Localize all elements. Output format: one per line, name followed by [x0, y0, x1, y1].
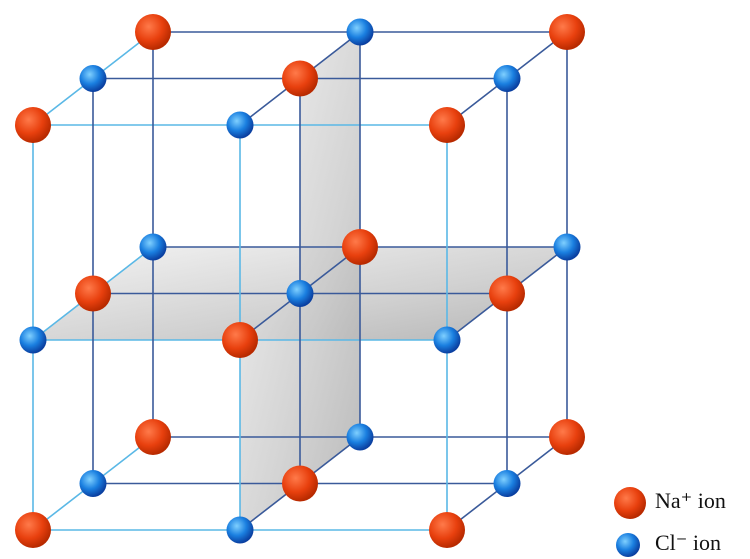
cl-ion — [346, 18, 374, 46]
legend: Na⁺ ion Cl⁻ ion — [614, 487, 726, 557]
na-ion — [342, 229, 378, 265]
na-ion — [222, 322, 258, 358]
cl-ion — [79, 65, 107, 92]
na-ion — [135, 419, 171, 455]
na-ion — [75, 275, 111, 312]
cl-ion — [346, 423, 374, 451]
cl-ion — [139, 233, 167, 261]
legend-na-marker — [614, 487, 646, 519]
legend-label: Na⁺ ion — [655, 488, 726, 513]
na-ion — [429, 107, 465, 143]
cl-ion — [79, 470, 107, 497]
cl-ion — [19, 326, 47, 354]
cl-ion — [493, 470, 521, 497]
na-ion — [282, 60, 318, 97]
na-ion — [549, 419, 585, 455]
na-ion — [549, 14, 585, 50]
legend-label: Cl⁻ ion — [655, 530, 721, 555]
na-ion — [15, 512, 51, 548]
na-ion — [282, 465, 318, 502]
cl-ion — [286, 280, 314, 307]
cl-ion — [433, 326, 461, 354]
legend-cl-marker — [616, 533, 640, 557]
cl-ion — [226, 111, 254, 139]
na-ion — [489, 275, 525, 312]
atoms — [15, 14, 585, 548]
na-ion — [429, 512, 465, 548]
cl-ion — [493, 65, 521, 92]
na-ion — [135, 14, 171, 50]
cl-ion — [226, 516, 254, 544]
na-ion — [15, 107, 51, 143]
cl-ion — [553, 233, 581, 261]
